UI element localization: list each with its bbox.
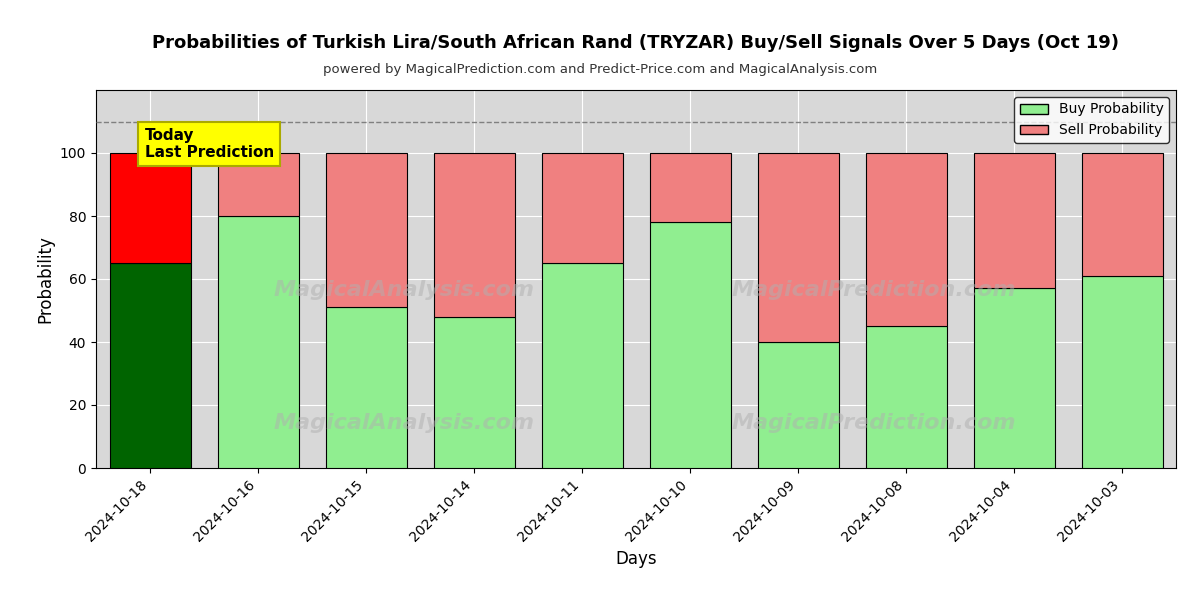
Text: Today
Last Prediction: Today Last Prediction (145, 128, 274, 160)
Title: Probabilities of Turkish Lira/South African Rand (TRYZAR) Buy/Sell Signals Over : Probabilities of Turkish Lira/South Afri… (152, 34, 1120, 52)
Bar (973, 289, 1055, 468)
Bar (217, 216, 299, 468)
Bar (217, 153, 299, 216)
Bar (973, 153, 1055, 289)
Text: MagicalPrediction.com: MagicalPrediction.com (731, 413, 1016, 433)
Bar (109, 153, 191, 263)
Bar (757, 153, 839, 342)
Bar (1081, 276, 1163, 468)
Legend: Buy Probability, Sell Probability: Buy Probability, Sell Probability (1014, 97, 1169, 143)
Bar (541, 153, 623, 263)
X-axis label: Days: Days (616, 550, 656, 568)
Bar (865, 326, 947, 468)
Y-axis label: Probability: Probability (36, 235, 54, 323)
Bar (325, 153, 407, 307)
Text: MagicalAnalysis.com: MagicalAnalysis.com (274, 413, 534, 433)
Bar (433, 153, 515, 317)
Bar (649, 223, 731, 468)
Bar (1081, 153, 1163, 276)
Bar (865, 153, 947, 326)
Bar (541, 263, 623, 468)
Bar (649, 153, 731, 223)
Text: MagicalPrediction.com: MagicalPrediction.com (731, 280, 1016, 301)
Bar (325, 307, 407, 468)
Text: MagicalAnalysis.com: MagicalAnalysis.com (274, 280, 534, 301)
Bar (109, 263, 191, 468)
Text: powered by MagicalPrediction.com and Predict-Price.com and MagicalAnalysis.com: powered by MagicalPrediction.com and Pre… (323, 63, 877, 76)
Bar (757, 342, 839, 468)
Bar (433, 317, 515, 468)
